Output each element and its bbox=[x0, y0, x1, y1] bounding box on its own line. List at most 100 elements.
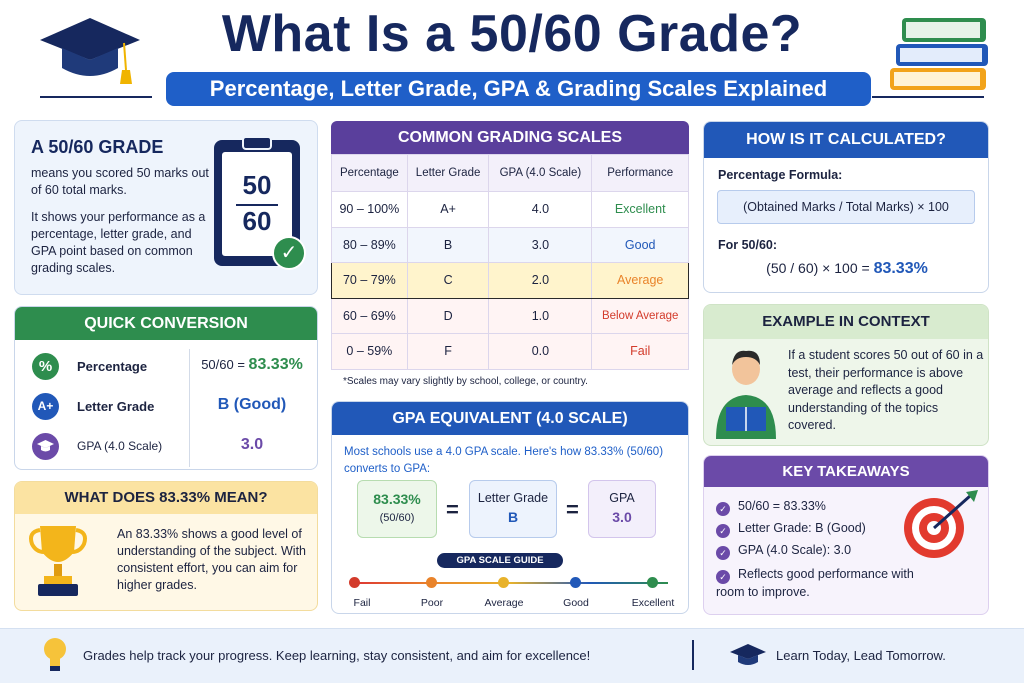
table-cell: 90 – 100% bbox=[331, 191, 408, 228]
gpa-box-value: 3.0 bbox=[612, 509, 632, 525]
scale-label: Average bbox=[484, 597, 524, 609]
performance-cell: Below Average bbox=[591, 297, 689, 334]
books-icon bbox=[890, 18, 988, 90]
gpa-percentage-box: 83.33% (50/60) bbox=[357, 480, 437, 538]
footer-divider bbox=[692, 640, 694, 670]
equals-sign: = bbox=[566, 497, 579, 522]
graduation-cap-icon bbox=[40, 18, 140, 84]
gpa-letter-label: Letter Grade bbox=[477, 491, 549, 505]
scale-label: Good bbox=[563, 597, 589, 609]
student-reading-icon bbox=[716, 350, 776, 439]
quick-label: Letter Grade bbox=[77, 399, 155, 414]
table-cell: 70 – 79% bbox=[331, 262, 408, 299]
takeaway-item: ✓ 50/60 = 83.33% bbox=[716, 498, 826, 516]
gpa-percentage-value: 83.33% bbox=[373, 491, 421, 507]
scale-point-average bbox=[498, 577, 509, 588]
equals-sign: = bbox=[446, 497, 459, 522]
table-row-highlighted: 70 – 79% C 2.0 Average bbox=[331, 262, 689, 299]
intro-heading: A 50/60 GRADE bbox=[31, 137, 164, 157]
footer-bar bbox=[0, 628, 1024, 683]
scale-point-good bbox=[570, 577, 581, 588]
check-icon: ✓ bbox=[716, 546, 730, 560]
column-header: Percentage bbox=[331, 154, 408, 192]
page-subtitle: Percentage, Letter Grade, GPA & Grading … bbox=[166, 72, 871, 106]
gpa-intro-text: Most schools use a 4.0 GPA scale. Here's… bbox=[344, 446, 664, 475]
for-label: For 50/60: bbox=[718, 238, 778, 252]
column-header: Performance bbox=[591, 154, 689, 192]
performance-cell: Fail bbox=[591, 333, 689, 370]
clipboard-denominator: 60 bbox=[242, 206, 272, 236]
table-cell: A+ bbox=[406, 191, 490, 228]
quick-conversion-heading: QUICK CONVERSION bbox=[15, 307, 317, 340]
scale-point-poor bbox=[426, 577, 437, 588]
table-cell: 80 – 89% bbox=[331, 226, 408, 263]
gpa-value-box: GPA 3.0 bbox=[588, 480, 656, 538]
meaning-heading: WHAT DOES 83.33% MEAN? bbox=[15, 482, 317, 514]
quick-value: 3.0 bbox=[240, 436, 264, 453]
table-row: 90 – 100% A+ 4.0 Excellent bbox=[331, 191, 689, 228]
target-icon bbox=[904, 490, 978, 558]
takeaway-item: ✓ Letter Grade: B (Good) bbox=[716, 520, 866, 538]
takeaway-item: ✓ Reflects good performance with room to … bbox=[716, 567, 914, 599]
takeaway-item: ✓ GPA (4.0 Scale): 3.0 bbox=[716, 542, 851, 560]
quick-row-percentage: % Percentage 50/60 = 83.33% bbox=[15, 347, 317, 387]
key-takeaways-card: KEY TAKEAWAYS ✓ 50/60 = 83.33% ✓ Letter Gr… bbox=[703, 455, 989, 615]
table-cell: 1.0 bbox=[488, 297, 593, 334]
column-header: Letter Grade bbox=[406, 154, 490, 192]
table-cell: 4.0 bbox=[488, 191, 593, 228]
formula-box: (Obtained Marks / Total Marks) × 100 bbox=[717, 190, 975, 224]
table-cell: F bbox=[406, 333, 490, 370]
scale-label: Fail bbox=[353, 597, 371, 609]
table-cell: C bbox=[406, 262, 490, 299]
grading-scales-table: Percentage Letter Grade GPA (4.0 Scale) … bbox=[331, 154, 689, 370]
gpa-letter-value: B bbox=[507, 509, 519, 525]
scales-footnote: *Scales may vary slightly by school, col… bbox=[343, 376, 588, 387]
quick-label: Percentage bbox=[77, 359, 148, 374]
table-cell: 60 – 69% bbox=[331, 297, 408, 334]
example-text: If a student scores 50 out of 60 in a te… bbox=[788, 348, 984, 432]
formula-label: Percentage Formula: bbox=[718, 168, 843, 182]
table-row: 60 – 69% D 1.0 Below Average bbox=[331, 297, 689, 334]
graduation-cap-icon bbox=[730, 644, 766, 665]
clipboard-numerator: 50 bbox=[242, 170, 272, 200]
table-cell: 0 – 59% bbox=[331, 333, 408, 370]
quick-row-letter: A+ Letter Grade B (Good) bbox=[15, 387, 317, 427]
table-cell: D bbox=[406, 297, 490, 334]
table-row: 80 – 89% B 3.0 Good bbox=[331, 226, 689, 263]
meaning-text: An 83.33% shows a good level of understa… bbox=[117, 527, 307, 592]
calculation-heading: HOW IS IT CALCULATED? bbox=[704, 122, 988, 158]
performance-cell: Average bbox=[591, 262, 689, 299]
column-header: GPA (4.0 Scale) bbox=[488, 154, 593, 192]
scale-label: Excellent bbox=[631, 597, 675, 609]
gpa-percentage-sub: (50/60) bbox=[379, 512, 415, 524]
checkmark-icon: ✓ bbox=[272, 236, 306, 270]
grading-scales-card: COMMON GRADING SCALES Percentage Letter … bbox=[331, 121, 689, 371]
table-cell: 0.0 bbox=[488, 333, 593, 370]
letter-grade-icon: A+ bbox=[32, 393, 59, 420]
quick-label: GPA (4.0 Scale) bbox=[77, 439, 163, 453]
title-divider-right bbox=[872, 96, 984, 98]
calculation-result: (50 / 60) × 100 = 83.33% bbox=[766, 260, 928, 277]
quick-value: B (Good) bbox=[217, 396, 287, 413]
intro-explanation: It shows your performance as a percentag… bbox=[31, 210, 206, 275]
gpa-box-label: GPA bbox=[609, 491, 635, 505]
gpa-equivalent-heading: GPA EQUIVALENT (4.0 SCALE) bbox=[332, 402, 688, 435]
gpa-scale-track bbox=[352, 582, 668, 584]
footer-message: Grades help track your progress. Keep le… bbox=[83, 648, 591, 663]
check-icon: ✓ bbox=[716, 570, 730, 584]
scale-label: Poor bbox=[420, 597, 444, 609]
quick-value: 50/60 = 83.33% bbox=[201, 356, 303, 373]
quick-conversion-card: QUICK CONVERSION % Percentage 50/60 = 83… bbox=[14, 306, 318, 470]
example-heading: EXAMPLE IN CONTEXT bbox=[704, 305, 988, 339]
lightbulb-icon bbox=[44, 638, 66, 671]
trophy-icon bbox=[29, 526, 87, 596]
scale-point-fail bbox=[349, 577, 360, 588]
graduation-cap-icon bbox=[32, 433, 59, 460]
performance-cell: Good bbox=[591, 226, 689, 263]
table-row: 0 – 59% F 0.0 Fail bbox=[331, 333, 689, 370]
footer-slogan: Learn Today, Lead Tomorrow. bbox=[776, 648, 946, 663]
table-cell: 3.0 bbox=[488, 226, 593, 263]
key-takeaways-heading: KEY TAKEAWAYS bbox=[704, 456, 988, 487]
check-icon: ✓ bbox=[716, 502, 730, 516]
grading-scales-heading: COMMON GRADING SCALES bbox=[331, 121, 689, 154]
